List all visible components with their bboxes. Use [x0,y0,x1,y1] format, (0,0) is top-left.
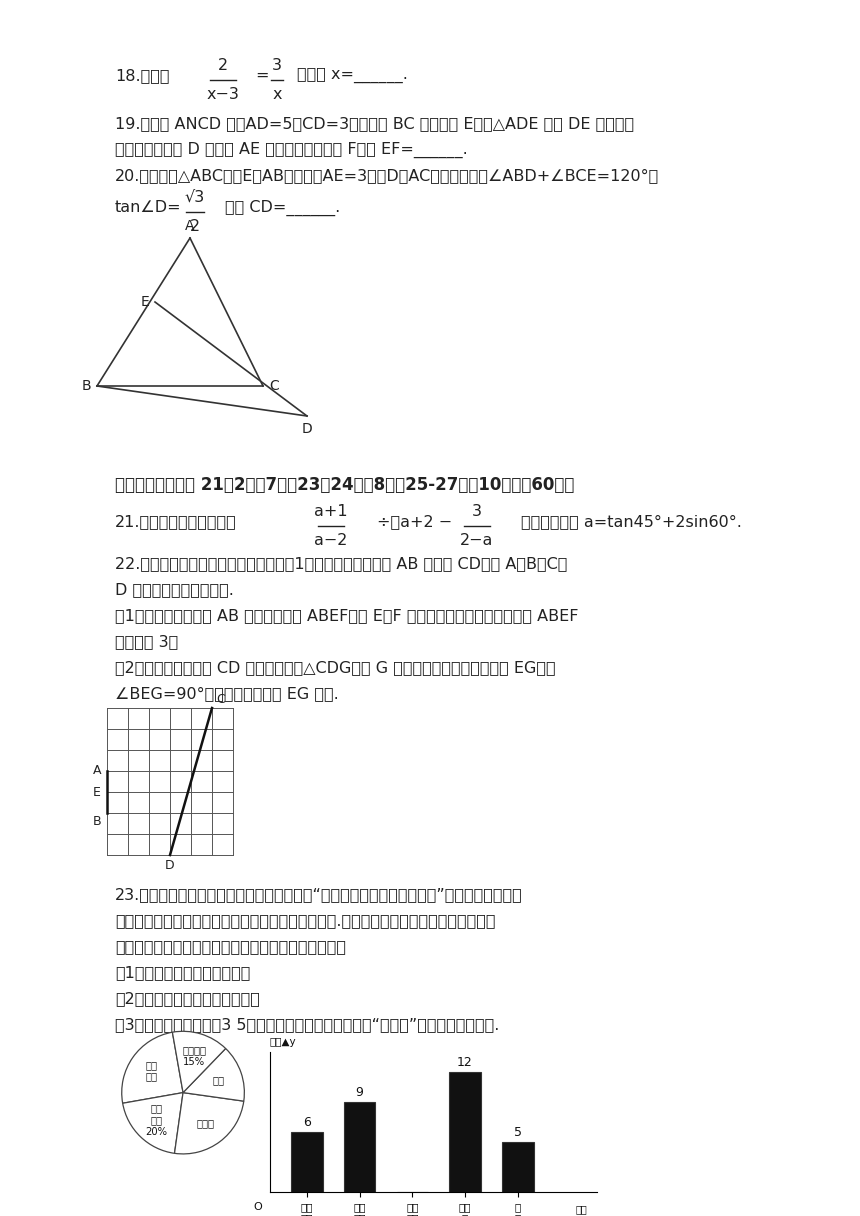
Text: C: C [269,379,279,393]
Text: 第3页（全23页）: 第3页（全23页） [388,1165,472,1180]
Text: 3: 3 [472,503,482,519]
Text: 2−a: 2−a [460,533,494,548]
Text: 6: 6 [303,1116,310,1130]
Text: O: O [254,1201,262,1212]
Text: 交流活动
15%: 交流活动 15% [182,1046,206,1068]
Text: 的面积为 3；: 的面积为 3； [115,634,178,649]
Wedge shape [175,1093,243,1154]
Text: 统计图，请你结合图中所提供的信息，解答下列问题：: 统计图，请你结合图中所提供的信息，解答下列问题： [115,939,346,955]
Text: E: E [93,786,101,799]
Text: 人数▲y: 人数▲y [270,1037,297,1047]
Text: （3）若该校九年级共有3 5名学，请估计该年级学生选择“听音乐”来缓解压力的人数.: （3）若该校九年级共有3 5名学，请估计该年级学生选择“听音乐”来缓解压力的人数… [115,1017,500,1032]
Wedge shape [123,1093,183,1153]
Bar [291,1132,322,1192]
Text: 听音乐: 听音乐 [197,1118,215,1128]
Text: 的解为 x=______.: 的解为 x=______. [297,68,408,83]
Text: 2: 2 [190,219,200,233]
Text: 21.　先化简，再求代数式: 21. 先化简，再求代数式 [115,514,237,529]
Text: 23.　某校对九年级的部分同学做一次内容为“最适合自己的考前减压方式”的抽样调查活动，: 23. 某校对九年级的部分同学做一次内容为“最适合自己的考前减压方式”的抽样调查… [115,886,523,902]
Text: B: B [92,815,101,828]
Text: 学校将减压方式分为五类，每人必选且只选其中一类.学校收集整理数据后，绘制了如下的: 学校将减压方式分为五类，每人必选且只选其中一类.学校收集整理数据后，绘制了如下的 [115,913,495,928]
Text: =: = [255,68,268,83]
Text: （2）请把条形统计图补充完整；: （2）请把条形统计图补充完整； [115,991,260,1006]
Text: （1）一共抽查了多少名学生？: （1）一共抽查了多少名学生？ [115,966,250,980]
Text: 18.　方程: 18. 方程 [115,68,169,83]
Text: 9: 9 [356,1086,364,1099]
Text: 减压
方式: 减压 方式 [575,1204,587,1216]
Text: 三、解答题（其中 21、2题呗7分，23、24题呗8分，25-27题呗10分，入60分）: 三、解答题（其中 21、2题呗7分，23、24题呗8分，25-27题呗10分，入… [115,475,574,494]
Text: x−3: x−3 [206,88,239,102]
Bar [449,1073,481,1192]
Text: A: A [185,219,194,233]
Text: tan∠D=: tan∠D= [115,199,181,215]
Text: ）的値，其中 a=tan45°+2sin60°.: ）的値，其中 a=tan45°+2sin60°. [521,514,742,529]
Text: （1）在方格纸中画以 AB 为一边的菱形 ABEF，点 E、F 在小正方形的顶点上，且菱形 ABEF: （1）在方格纸中画以 AB 为一边的菱形 ABEF，点 E、F 在小正方形的顶点… [115,608,579,623]
Text: ∠BEG=90°，并直接写出线段 EG 的长.: ∠BEG=90°，并直接写出线段 EG 的长. [115,686,339,700]
Text: B: B [82,379,91,393]
Bar [502,1142,533,1192]
Text: √3: √3 [185,190,206,206]
Text: ÷（a+2 −: ÷（a+2 − [377,514,452,529]
Text: C: C [216,693,224,706]
Text: 学习
美食
20%: 学习 美食 20% [145,1103,168,1137]
Text: x: x [273,88,282,102]
Wedge shape [122,1032,183,1103]
Text: D: D [302,422,312,437]
Text: （2）在方格纸中画以 CD 为一边的等腰△CDG，点 G 在小正方形的顶点上，连接 EG，使: （2）在方格纸中画以 CD 为一边的等腰△CDG，点 G 在小正方形的顶点上，连… [115,660,556,675]
Text: a−2: a−2 [314,533,347,548]
Text: 其它: 其它 [213,1075,225,1085]
Wedge shape [172,1031,225,1093]
Text: 22.　如图，在每个小正方形的边长均为1的方格纸中，有线段 AB 和线段 CD，点 A、B、C、: 22. 如图，在每个小正方形的边长均为1的方格纸中，有线段 AB 和线段 CD，… [115,556,568,572]
Bar [344,1102,376,1192]
Text: A: A [93,765,101,777]
Text: ，则 CD=______.: ，则 CD=______. [225,199,341,216]
Text: 5: 5 [513,1126,522,1139]
Text: 3: 3 [272,58,282,73]
Text: 腰三角形，过点 D 作直线 AE 的垂线，垂足为点 F，则 EF=______.: 腰三角形，过点 D 作直线 AE 的垂线，垂足为点 F，则 EF=______. [115,142,468,158]
Text: 20.已知等边△ABC，点E是AB上一点，AE=3，点D在AC的延长线上，∠ABD+∠BCE=120°，: 20.已知等边△ABC，点E是AB上一点，AE=3，点D在AC的延长线上，∠AB… [115,168,660,182]
Text: a+1: a+1 [314,503,347,519]
Text: 19.　矩形 ANCD 中，AD=5，CD=3，在直线 BC 上取一点 E，使△ADE 是以 DE 为底的等: 19. 矩形 ANCD 中，AD=5，CD=3，在直线 BC 上取一点 E，使△… [115,116,634,131]
Text: 12: 12 [458,1057,473,1069]
Text: E: E [140,295,149,309]
Wedge shape [183,1048,244,1102]
Text: D 均在小正方形的顶点上.: D 均在小正方形的顶点上. [115,582,234,597]
Text: 2: 2 [218,58,228,73]
Text: D: D [165,858,175,872]
Text: 体育
活动: 体育 活动 [146,1060,158,1081]
